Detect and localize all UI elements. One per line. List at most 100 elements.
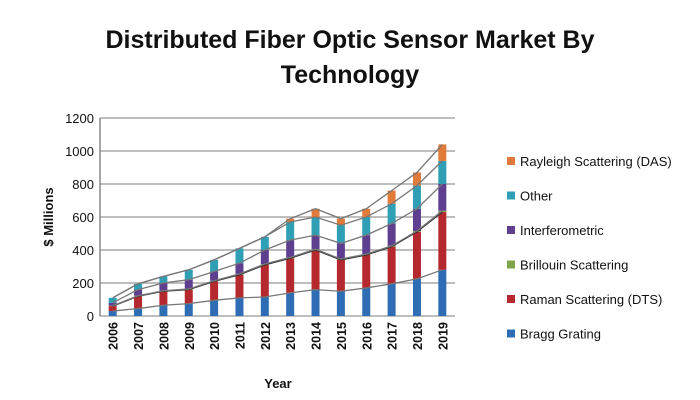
bar-segment — [235, 274, 244, 298]
bar-segment — [235, 248, 244, 264]
series-lines — [112, 143, 443, 312]
series-line — [112, 269, 443, 312]
bar-segment — [260, 236, 269, 250]
x-tick-label: 2009 — [183, 322, 197, 350]
bar-segment — [412, 278, 421, 316]
x-tick-label: 2011 — [233, 322, 247, 349]
bar-segment — [184, 269, 193, 280]
bar-segment — [311, 289, 320, 316]
legend-swatch — [507, 191, 515, 200]
bar-segment — [412, 172, 421, 186]
bar-segment — [387, 223, 396, 246]
series-line — [112, 210, 443, 307]
bar-segment — [159, 276, 168, 283]
bar-segment — [387, 203, 396, 224]
x-tick-label: 2010 — [208, 322, 222, 350]
bar-segment — [412, 208, 421, 232]
bar-segment — [286, 218, 295, 222]
y-tick-label: 200 — [72, 276, 94, 291]
bar-segment — [210, 281, 219, 301]
bar-segment — [159, 305, 168, 316]
bar-segment — [108, 302, 117, 306]
x-tick-label: 2017 — [386, 322, 400, 350]
legend-swatch — [507, 157, 515, 165]
bar-segment — [311, 250, 320, 290]
x-tick-label: 2008 — [157, 322, 171, 350]
bar-segment — [286, 292, 295, 316]
bar-segment — [235, 297, 244, 316]
bar-segment — [311, 208, 320, 217]
bar-segment — [260, 297, 269, 316]
x-tick-label: 2018 — [411, 322, 425, 350]
bar-segment — [286, 258, 295, 293]
bar-segment — [438, 212, 447, 270]
legend-label: Brillouin Scattering — [520, 258, 628, 273]
bar-segment — [438, 144, 447, 161]
bar-segment — [210, 271, 219, 281]
legend-label: Interferometric — [520, 223, 604, 238]
bar-segment — [260, 264, 269, 298]
bar-segment — [336, 259, 345, 292]
bar-segment — [336, 225, 345, 244]
bar-segment — [134, 308, 143, 316]
y-tick-label: 800 — [72, 177, 94, 192]
bar-segment — [311, 235, 320, 250]
bar-segment — [387, 246, 396, 284]
bar-segment — [134, 289, 143, 296]
bar-segment — [387, 190, 396, 204]
bar-segment — [362, 287, 371, 316]
legend-swatch — [507, 226, 515, 234]
bar-segment — [438, 269, 447, 316]
legend: Rayleigh Scattering (DAS) Other Interferom… — [507, 154, 672, 342]
bar-segment — [159, 291, 168, 306]
bar-segment — [235, 263, 244, 274]
y-tick-label: 1200 — [65, 111, 94, 126]
legend-swatch — [507, 295, 515, 303]
bar-segment — [210, 259, 219, 272]
bar-segment — [134, 283, 143, 290]
bar-segment — [184, 303, 193, 316]
series-line — [112, 143, 443, 299]
bar-segment — [362, 235, 371, 255]
bar-segment — [336, 243, 345, 260]
bar-segment — [362, 254, 371, 288]
bar-segment — [286, 240, 295, 258]
bar-segment — [210, 300, 219, 316]
x-tick-label: 2015 — [335, 322, 349, 350]
chart-title-line-1: Distributed Fiber Optic Sensor Market By — [106, 26, 595, 54]
x-tick-label: 2014 — [310, 322, 324, 350]
bar-segment — [134, 296, 143, 309]
bar-segment — [336, 218, 345, 226]
bar-segment — [438, 160, 447, 184]
y-tick-label: 0 — [87, 309, 94, 324]
bar-segment — [184, 279, 193, 289]
y-tick-label: 400 — [72, 243, 94, 258]
bar-segment — [108, 311, 117, 316]
x-tick-label: 2016 — [360, 322, 374, 350]
axes: 0 200 400 600 800 1000 1200 2006 2007 2008 2009 201… — [65, 111, 450, 350]
legend-swatch — [507, 329, 515, 338]
bar-segment — [108, 297, 117, 303]
bar-segment — [438, 184, 447, 211]
x-tick-label: 2013 — [284, 322, 298, 350]
legend-label: Other — [520, 189, 553, 204]
bar-segment — [260, 250, 269, 265]
legend-label: Bragg Grating — [520, 327, 601, 342]
x-tick-label: 2006 — [107, 322, 121, 350]
bar-segment — [412, 231, 421, 279]
bar-segment — [362, 217, 371, 236]
bar-segment — [184, 289, 193, 304]
chart-title-line-2: Technology — [281, 61, 420, 89]
y-tick-label: 600 — [72, 210, 94, 225]
legend-swatch — [507, 260, 515, 269]
bar-segment — [286, 221, 295, 241]
x-tick-label: 2012 — [259, 322, 273, 350]
legend-label: Rayleigh Scattering (DAS) — [520, 154, 672, 169]
bars — [108, 144, 447, 316]
bar-segment — [412, 185, 421, 209]
bar-segment — [108, 306, 117, 312]
y-tick-label: 1000 — [65, 144, 94, 159]
bar-segment — [362, 208, 371, 217]
x-tick-label: 2007 — [132, 322, 146, 350]
